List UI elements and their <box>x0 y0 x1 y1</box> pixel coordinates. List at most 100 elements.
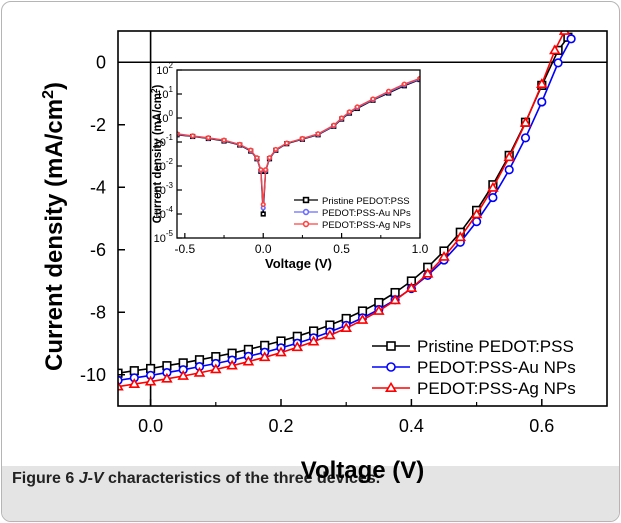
inset-point-s2-19 <box>370 96 376 102</box>
main-point-s2-10 <box>275 346 287 357</box>
inset-legend-marker-1 <box>302 208 310 216</box>
main-point-s2-12 <box>307 335 320 346</box>
inset-point-s2-12 <box>284 140 290 146</box>
main-ytick-label: -10 <box>80 365 106 385</box>
inset-point-s2-6 <box>254 155 260 161</box>
main-ytick-label: -2 <box>90 115 106 135</box>
inset-x-axis-title: Voltage (V) <box>265 256 332 271</box>
inset-point-s0-8 <box>260 211 266 217</box>
main-point-s2-3 <box>161 372 173 383</box>
main-point-s2-20 <box>438 250 450 261</box>
main-xtick-label: 0.0 <box>138 416 163 436</box>
inset-point-s2-9 <box>262 167 269 173</box>
inset-legend-marker-2 <box>302 220 310 228</box>
main-ytick-label: -8 <box>90 302 106 322</box>
main-point-s2-18 <box>405 282 418 293</box>
inset-point-s2-4 <box>237 141 243 147</box>
main-plot: 0 -2 -4 -6 -8 -10 0.0 0.2 0.4 0.6 Voltage (V) Curre… <box>40 30 608 484</box>
main-legend-marker-0 <box>386 341 396 351</box>
main-legend-label-0: Pristine PEDOT:PSS <box>417 337 574 356</box>
main-point-s1-25 <box>520 133 531 143</box>
inset-legend-label-1: PEDOT:PSS-Au NPs <box>322 208 411 219</box>
main-point-s2-9 <box>258 351 271 362</box>
main-point-s2-15 <box>356 314 369 324</box>
inset-point-s2-3 <box>221 137 227 143</box>
main-xtick-label: 0.2 <box>268 416 293 436</box>
inset-ytick-label: 101 <box>156 85 173 101</box>
inset-point-s2-7 <box>258 167 264 173</box>
main-point-s1-23 <box>488 192 498 203</box>
main-point-s2-21 <box>454 231 467 242</box>
main-point-s2-6 <box>210 363 222 374</box>
main-point-s2-2 <box>144 375 157 386</box>
main-point-s2-5 <box>193 366 206 377</box>
inset-point-s2-13 <box>299 135 306 142</box>
figure-label: Figure 6 <box>12 470 75 487</box>
main-point-s2-17 <box>389 294 401 305</box>
inset-point-s2-17 <box>346 109 353 115</box>
main-point-s2-1 <box>128 378 141 388</box>
main-point-s1-0 <box>118 375 123 385</box>
main-point-s2-16 <box>373 305 385 315</box>
main-point-s1-28 <box>566 34 576 44</box>
main-point-s2-0 <box>118 380 124 391</box>
caption-bar <box>2 466 619 521</box>
figure-caption: Figure 6 J-V characteristics of the thre… <box>12 470 380 488</box>
inset-point-s2-8 <box>260 201 266 208</box>
main-point-s2-24 <box>503 151 515 162</box>
main-point-s2-4 <box>177 370 189 380</box>
main-point-s1-27 <box>553 58 563 68</box>
main-point-s2-19 <box>421 267 434 278</box>
inset-point-s2-11 <box>273 146 279 153</box>
inset-point-s2-10 <box>266 155 273 161</box>
main-legend-marker-2 <box>384 381 398 392</box>
main-point-s1-26 <box>537 97 547 107</box>
main-point-s2-27 <box>549 44 561 55</box>
inset-ytick-label: 10-3 <box>154 181 174 197</box>
inset-point-s2-2 <box>205 135 211 141</box>
main-point-s2-14 <box>340 322 352 333</box>
inset-xtick-label: 0.5 <box>333 242 350 256</box>
main-xtick-label: 0.4 <box>399 416 424 436</box>
inset-ytick-label: 10-1 <box>154 133 174 149</box>
main-ytick-label: -4 <box>90 177 106 197</box>
caption-text: characteristics of the three devices. <box>103 470 381 487</box>
inset-ytick-label: 10-5 <box>154 229 174 245</box>
main-point-s2-7 <box>226 359 238 370</box>
inset-point-s2-20 <box>386 88 392 94</box>
inset-point-s2-1 <box>190 133 196 139</box>
main-ytick-label: -6 <box>90 240 106 260</box>
main-legend-label-1: PEDOT:PSS-Au NPs <box>417 358 576 377</box>
main-point-s2-22 <box>470 208 483 219</box>
inset-ytick-label: 10-2 <box>154 157 174 173</box>
main-legend-label-2: PEDOT:PSS-Ag NPs <box>417 379 576 398</box>
main-point-s2-8 <box>242 355 255 366</box>
main-legend-marker-1 <box>386 362 396 372</box>
main-point-s0-0 <box>118 368 123 378</box>
main-point-s2-13 <box>324 329 336 340</box>
inset-point-s2-5 <box>248 147 254 153</box>
main-ytick-label: 0 <box>96 52 106 72</box>
inset-legend-label-2: PEDOT:PSS-Ag NPs <box>322 220 411 231</box>
main-xtick-label: 0.6 <box>529 416 554 436</box>
inset-legend-label-0: Pristine PEDOT:PSS <box>322 196 410 207</box>
inset-ytick-label: 102 <box>156 61 173 77</box>
main-point-s2-25 <box>519 116 532 127</box>
main-point-s2-11 <box>291 341 304 352</box>
inset-xtick-label: 0.0 <box>255 242 272 256</box>
inset-legend-marker-0 <box>302 196 310 204</box>
main-point-s2-26 <box>536 78 548 88</box>
main-axes-frame <box>117 30 608 407</box>
inset-ytick-label: 10-4 <box>154 205 174 221</box>
inset-xtick-label: -0.5 <box>174 242 195 256</box>
inset-point-s2-14 <box>315 131 321 137</box>
inset-plot: 102 101 100 10-1 10-2 10-3 10-4 10-5-0.5 0.0 0.5 1… <box>150 61 429 271</box>
inset-point-s2-21 <box>401 81 407 87</box>
inset-axes-frame <box>176 69 421 239</box>
inset-point-s2-15 <box>331 122 337 128</box>
inset-y-axis-title: Current density (mA/cm2) <box>150 85 164 224</box>
main-y-axis-title: Current density (mA/cm2) <box>40 82 68 371</box>
inset-point-s2-18 <box>354 104 360 110</box>
inset-xtick-label: 1.0 <box>412 242 429 256</box>
